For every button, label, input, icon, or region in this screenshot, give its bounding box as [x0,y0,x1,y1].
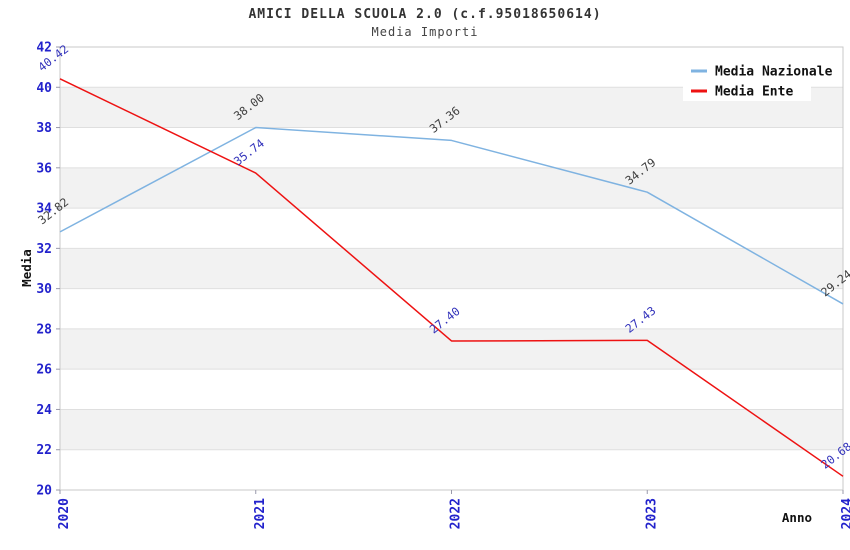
x-tick-label: 2022 [449,498,464,529]
legend-label-1: Media Ente [715,85,793,100]
y-tick-label: 42 [36,41,52,56]
y-tick-label: 40 [36,81,52,96]
y-tick-label: 38 [36,121,52,136]
y-tick-label: 26 [36,363,52,378]
x-tick-label: 2021 [253,498,268,529]
y-tick-label: 20 [36,484,52,499]
plot-band [60,248,843,289]
x-tick-label: 2024 [840,498,850,529]
y-axis-title: Media [19,249,34,287]
chart-subtitle: Media Importi [371,25,479,39]
y-tick-label: 24 [36,403,52,418]
y-tick-label: 30 [36,282,52,297]
data-label: 35.74 [231,136,267,168]
plot-band [60,167,843,209]
y-tick-label: 28 [36,322,52,337]
series-line-1 [59,78,844,477]
x-tick-label: 2020 [57,498,72,529]
chart-title: AMICI DELLA SCUOLA 2.0 (c.f.95018650614) [248,7,602,22]
data-label: 32.82 [35,195,71,227]
legend-label-0: Media Nazionale [715,65,833,80]
x-axis-title: Anno [782,510,812,525]
series-line-0 [59,126,844,305]
x-tick-label: 2023 [644,498,659,529]
y-tick-label: 36 [36,161,52,176]
y-tick-label: 32 [36,242,52,257]
plot-band [60,409,843,450]
plot-band [60,328,843,370]
y-tick-label: 22 [36,443,52,458]
y-tick-label: 34 [36,202,52,217]
legend-box [683,55,811,101]
